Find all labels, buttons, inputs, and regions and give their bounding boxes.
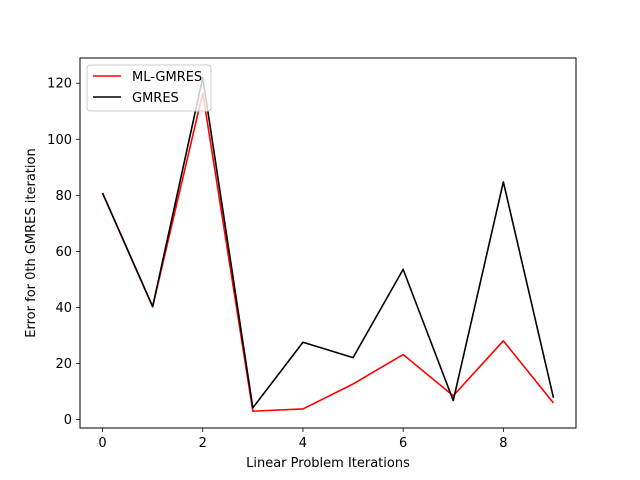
x-axis-ticks: 0 2 4 6 8 [98, 428, 507, 451]
y-tick-label: 60 [55, 245, 72, 260]
y-tick-label: 20 [55, 357, 72, 372]
legend-label-gmres: GMRES [132, 91, 179, 106]
plot-frame [79, 57, 577, 429]
x-axis-label: Linear Problem Iterations [246, 456, 410, 471]
y-tick-label: 40 [55, 301, 72, 316]
series-line-gmres [101, 76, 555, 409]
series-layer [101, 76, 555, 412]
legend: ML-GMRES GMRES [86, 64, 212, 112]
y-tick-label: 120 [47, 77, 72, 92]
y-tick-label: 0 [64, 413, 72, 428]
x-tick-label: 8 [499, 436, 507, 451]
y-tick-label: 80 [55, 189, 72, 204]
series-line-ml-gmres [101, 92, 555, 412]
plot-background [80, 58, 576, 428]
x-tick-label: 6 [399, 436, 407, 451]
y-tick-label: 100 [47, 133, 72, 148]
x-tick-label: 0 [98, 436, 106, 451]
y-axis-label: Error for 0th GMRES iteration [24, 148, 39, 337]
y-axis-ticks: 0 20 40 60 80 100 120 [47, 77, 80, 428]
x-tick-label: 4 [299, 436, 307, 451]
x-tick-label: 2 [199, 436, 207, 451]
legend-label-ml-gmres: ML-GMRES [132, 70, 202, 85]
